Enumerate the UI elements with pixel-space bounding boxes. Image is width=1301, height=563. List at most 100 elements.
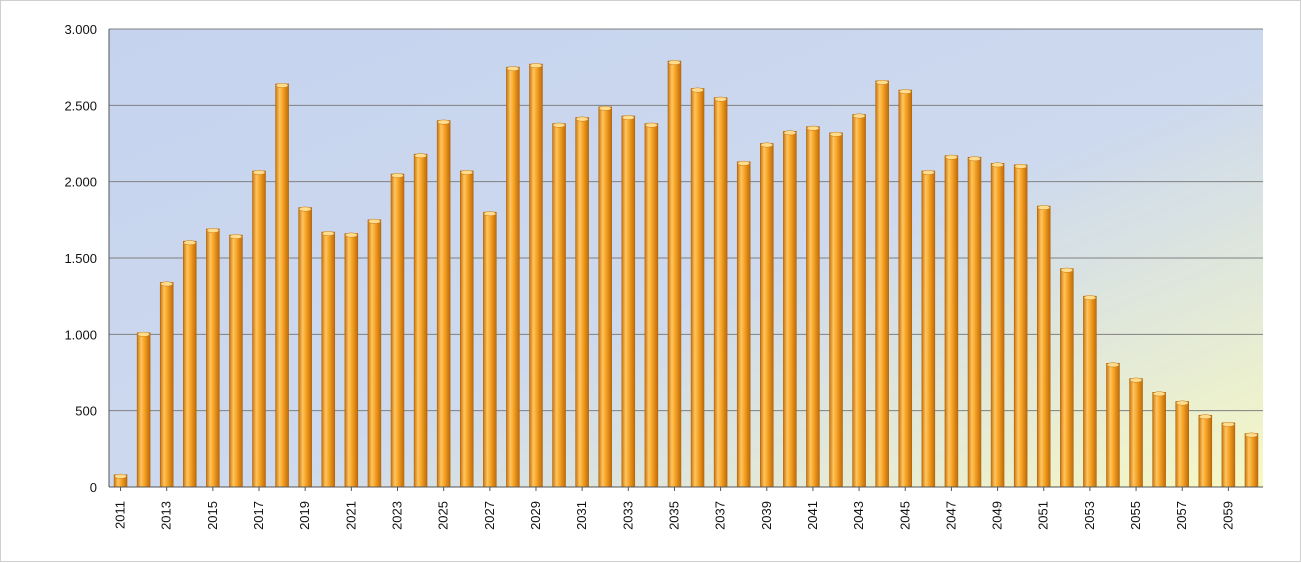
bar-2034 — [644, 123, 659, 488]
x-tick-label-2027: 2027 — [482, 501, 497, 530]
bar-cap-2014 — [183, 240, 196, 246]
y-tick-label-6: 3.000 — [64, 22, 97, 37]
x-tick-label-2045: 2045 — [897, 501, 912, 530]
bar-2012 — [136, 332, 151, 488]
bar-2022 — [367, 219, 382, 488]
bar-cap-2047 — [945, 154, 958, 160]
bar-cap-2022 — [368, 218, 381, 224]
bar-cap-2060 — [1245, 432, 1258, 438]
bar-2056 — [1152, 392, 1166, 488]
x-tick-label-2055: 2055 — [1128, 501, 1143, 530]
bar-cap-2026 — [460, 170, 473, 175]
x-tick-label-2031: 2031 — [574, 501, 589, 530]
bar-2046 — [921, 170, 936, 488]
bar-cap-2012 — [137, 331, 150, 337]
bar-cap-2033 — [622, 115, 635, 120]
y-tick-label-4: 2.000 — [64, 175, 97, 190]
bar-cap-2019 — [298, 206, 312, 212]
bar-2039 — [760, 143, 774, 488]
x-tick-labels: 2011 2013 2015 2017 2019 2021 2023 2025 2027 2029… — [113, 487, 1235, 530]
bar-2059 — [1221, 422, 1236, 488]
x-tick-label-2053: 2053 — [1082, 501, 1097, 530]
bar-cap-2053 — [1083, 295, 1097, 301]
bar-2037 — [713, 97, 728, 488]
x-tick-label-2011: 2011 — [113, 501, 128, 529]
bar-2052 — [1060, 268, 1074, 488]
bar-2043 — [852, 114, 866, 488]
bar-cap-2050 — [1014, 163, 1027, 169]
bar-cap-2046 — [922, 170, 935, 175]
bar-2049 — [990, 163, 1005, 488]
bar-2018 — [275, 83, 289, 488]
bar-cap-2013 — [160, 281, 173, 287]
x-tick-label-2035: 2035 — [666, 501, 681, 530]
y-tick-label-0: 0 — [90, 480, 97, 495]
bar-2025 — [436, 120, 451, 488]
bar-2015 — [206, 228, 220, 488]
bar-cap-2044 — [875, 79, 889, 85]
bar-cap-2059 — [1222, 421, 1235, 427]
bar-2041 — [806, 126, 820, 488]
bar-cap-2011 — [114, 473, 127, 479]
bar-cap-2043 — [852, 113, 866, 119]
bar-cap-2025 — [437, 119, 450, 125]
bar-2038 — [736, 161, 751, 488]
x-tick-label-2013: 2013 — [159, 501, 174, 530]
bar-cap-2015 — [206, 228, 220, 233]
bar-2024 — [413, 153, 428, 488]
bar-cap-2042 — [829, 131, 843, 137]
x-tick-label-2039: 2039 — [759, 501, 774, 530]
bar-cap-2031 — [575, 116, 589, 122]
bar-cap-2045 — [899, 89, 912, 95]
bar-cap-2052 — [1060, 267, 1074, 273]
bar-cap-2058 — [1199, 414, 1212, 420]
x-tick-label-2049: 2049 — [990, 501, 1005, 530]
bar-cap-2032 — [599, 105, 612, 111]
y-tick-labels: 0 500 1.000 1.500 2.000 2.500 3.000 — [64, 22, 97, 495]
bar-cap-2017 — [252, 170, 266, 175]
x-tick-label-2033: 2033 — [620, 501, 635, 530]
bar-2030 — [552, 123, 566, 488]
bar-2013 — [159, 282, 174, 488]
bar-2027 — [483, 211, 497, 488]
bar-2044 — [875, 80, 889, 488]
bar-2020 — [321, 231, 336, 488]
bar-2026 — [459, 170, 474, 488]
bar-2040 — [783, 130, 797, 488]
x-tick-label-2015: 2015 — [205, 501, 220, 530]
bar-2057 — [1175, 401, 1189, 488]
bar-2029 — [529, 63, 543, 488]
bar-cap-2029 — [529, 63, 543, 69]
bar-cap-2036 — [691, 87, 704, 93]
bar-2016 — [229, 234, 243, 488]
bar-cap-2055 — [1129, 377, 1143, 383]
x-tick-label-2021: 2021 — [343, 501, 358, 530]
bar-cap-2016 — [229, 234, 243, 240]
bar-cap-2040 — [783, 130, 797, 136]
bar-cap-2037 — [714, 96, 727, 102]
bar-cap-2056 — [1152, 391, 1166, 397]
bar-cap-2018 — [275, 83, 289, 88]
bar-cap-2057 — [1176, 400, 1189, 406]
bar-2042 — [829, 132, 843, 488]
bar-cap-2039 — [760, 142, 773, 148]
bar-2035 — [667, 60, 682, 488]
x-tick-label-2023: 2023 — [390, 501, 405, 530]
bar-2047 — [944, 155, 959, 488]
bar-2048 — [967, 156, 982, 488]
bar-cap-2020 — [322, 231, 335, 237]
bar-2032 — [598, 106, 612, 488]
bar-cap-2051 — [1037, 205, 1050, 211]
bar-cap-2038 — [737, 160, 750, 166]
bar-2051 — [1036, 205, 1051, 488]
bar-2014 — [183, 240, 197, 488]
bar-cap-2035 — [668, 60, 681, 66]
bar-cap-2041 — [806, 125, 820, 131]
bar-2054 — [1106, 363, 1120, 488]
bar-2060 — [1244, 433, 1259, 488]
bar-2028 — [506, 66, 520, 488]
bar-2017 — [252, 170, 266, 488]
x-tick-label-2037: 2037 — [713, 501, 728, 530]
